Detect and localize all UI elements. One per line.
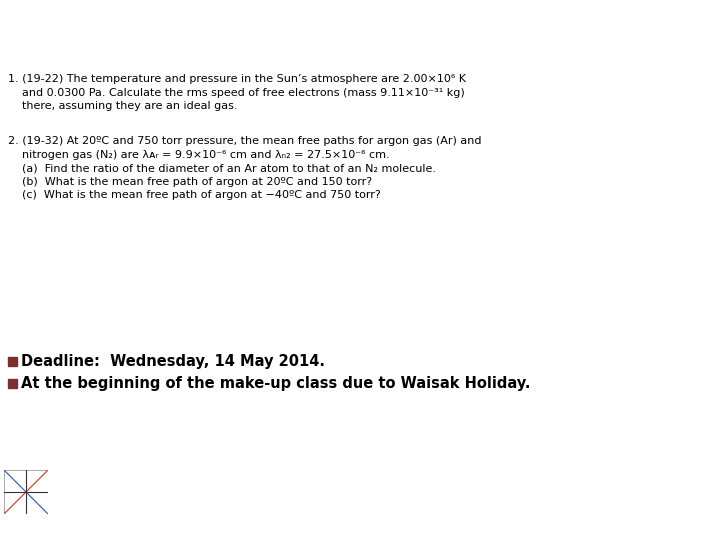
Text: Kinetic Theory: Kinetic Theory [192,6,272,16]
Text: (c)  What is the mean free path of argon at −40ºC and 750 torr?: (c) What is the mean free path of argon … [8,191,381,200]
Text: President University: President University [64,524,176,534]
Bar [8,357,17,366]
Bar [8,379,17,388]
Text: and 0.0300 Pa. Calculate the rms speed of free electrons (mass 9.11×10⁻³¹ kg): and 0.0300 Pa. Calculate the rms speed o… [8,87,464,98]
Text: Erwin Sitompul: Erwin Sitompul [318,524,402,534]
Text: (a)  Find the ratio of the diameter of an Ar atom to that of an N₂ molecule.: (a) Find the ratio of the diameter of an… [8,164,436,173]
Text: Deadline:  Wednesday, 14 May 2014.: Deadline: Wednesday, 14 May 2014. [21,354,325,369]
Text: At the beginning of the make-up class due to Waisak Holiday.: At the beginning of the make-up class du… [21,376,531,390]
Text: there, assuming they are an ideal gas.: there, assuming they are an ideal gas. [8,101,238,111]
Text: Thermal Physics 5/16: Thermal Physics 5/16 [541,524,660,534]
Text: Homework 5: Homework 5 [532,28,709,52]
Text: Chapter 19: Chapter 19 [51,6,113,16]
Text: (b)  What is the mean free path of argon at 20ºC and 150 torr?: (b) What is the mean free path of argon … [8,177,372,187]
Text: nitrogen gas (N₂) are λᴀᵣ = 9.9×10⁻⁶ cm and λₙ₂ = 27.5×10⁻⁶ cm.: nitrogen gas (N₂) are λᴀᵣ = 9.9×10⁻⁶ cm … [8,150,390,160]
Text: 1. (19-22) The temperature and pressure in the Sun’s atmosphere are 2.00×10⁶ K: 1. (19-22) The temperature and pressure … [8,74,466,84]
Text: 2. (19-32) At 20ºC and 750 torr pressure, the mean free paths for argon gas (Ar): 2. (19-32) At 20ºC and 750 torr pressure… [8,137,482,146]
